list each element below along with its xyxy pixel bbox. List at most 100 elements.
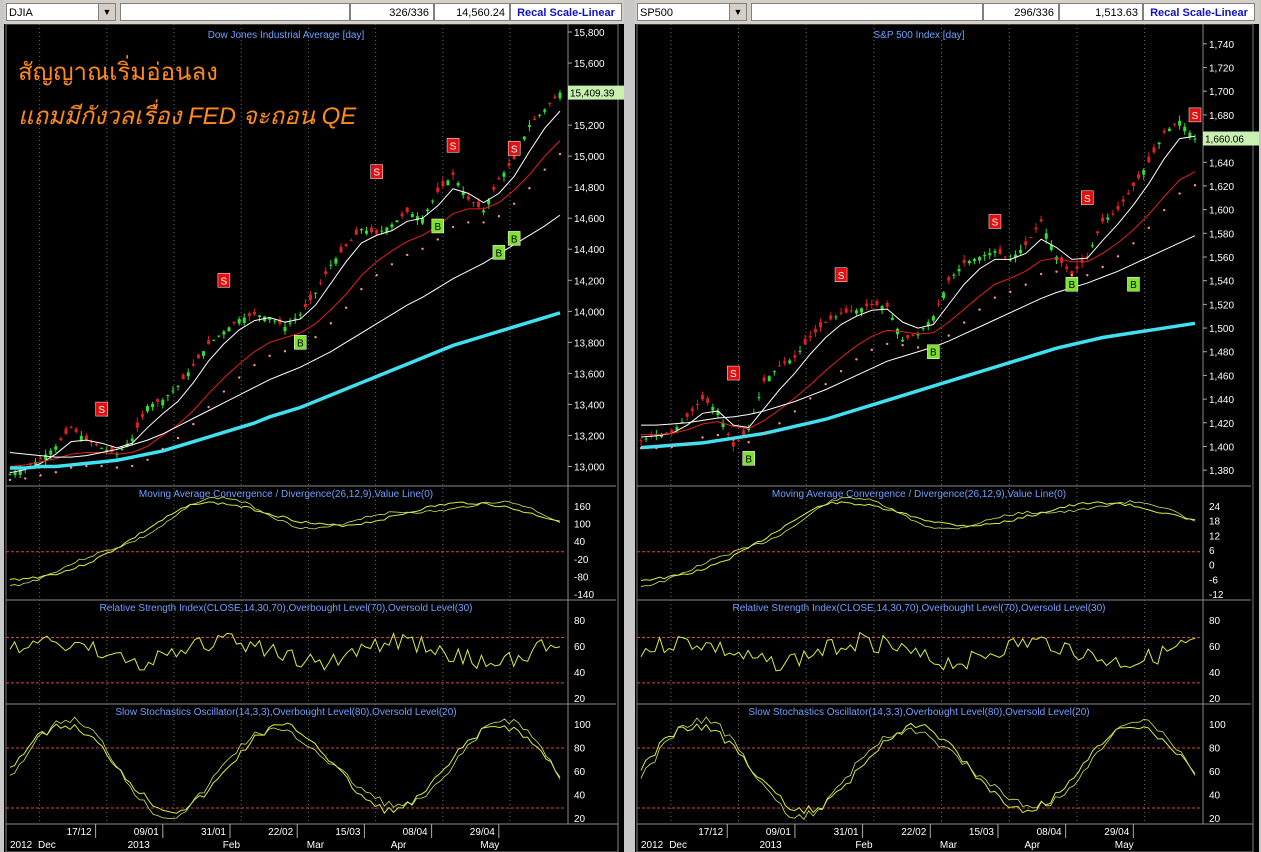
y-tick-label: 13,000 (574, 462, 605, 473)
sar-dot (283, 349, 287, 353)
rsi-title: Relative Strength Index(CLOSE,14,30,70),… (100, 603, 473, 614)
y-tick-label: 15,000 (574, 152, 605, 163)
y-tick-label: 13,200 (574, 431, 605, 442)
macd-tick-label: 160 (574, 502, 591, 513)
candle-body (522, 136, 526, 140)
candle-body (84, 435, 88, 441)
candle-body (947, 277, 951, 281)
sp500-recal-button[interactable]: Recal Scale-Linear (1143, 3, 1255, 21)
candle-body (415, 216, 419, 221)
candle-body (59, 438, 63, 441)
candle-body (191, 363, 195, 366)
sar-dot (962, 321, 966, 324)
sar-dot (716, 433, 720, 437)
candle-body (375, 230, 379, 234)
sar-dot (512, 202, 516, 205)
sell-signal (95, 401, 108, 417)
djia-recal-button[interactable]: Recal Scale-Linear (510, 3, 622, 21)
candle-body (736, 440, 740, 442)
candle-body (548, 103, 552, 105)
candle-body (74, 428, 78, 432)
sar-dot (161, 447, 164, 451)
candle-body (726, 433, 730, 435)
y-tick-label: 1,420 (1209, 419, 1234, 430)
candle-body (232, 321, 236, 324)
candle-body (1013, 254, 1017, 258)
candle-body (44, 454, 48, 460)
candle-body (227, 327, 231, 332)
candle-body (685, 413, 689, 417)
candle-body (49, 450, 53, 455)
x-month-label: Dec (38, 840, 56, 851)
sar-dot (253, 363, 256, 367)
sar-dot (451, 225, 455, 229)
y-tick-label: 14,000 (574, 307, 605, 318)
macd-title: Moving Average Convergence / Divergence(… (139, 489, 433, 500)
candle-body (706, 398, 710, 404)
candle-body (1121, 199, 1125, 202)
x-axis (5, 823, 619, 852)
sp500-symbol-select[interactable]: SP500 ▼ (637, 3, 747, 21)
y-tick-label: 13,800 (574, 338, 605, 349)
sar-dot (1101, 265, 1104, 269)
candle-body (69, 427, 73, 429)
sar-dot (69, 466, 73, 469)
sp500-counter: 296/336 (983, 3, 1059, 21)
candle-body (998, 248, 1002, 254)
candle-body (716, 410, 720, 416)
candle-body (324, 271, 328, 275)
macd-tick-label: -140 (574, 590, 594, 601)
candle-body (135, 422, 139, 428)
candle-body (202, 351, 206, 356)
candle-body (329, 264, 333, 266)
candle-body (140, 414, 144, 417)
y-tick-label: 1,400 (1209, 442, 1234, 453)
candle-body (767, 376, 771, 382)
chevron-down-icon[interactable]: ▼ (729, 4, 746, 20)
stoch-tick-label: 100 (1209, 720, 1226, 731)
candle-body (1188, 132, 1192, 138)
sell-signal-label: S (373, 168, 380, 179)
x-month-label: 2012 (641, 840, 664, 851)
sar-dot (993, 296, 997, 299)
candle-body (711, 407, 715, 411)
stoch-tick-label: 40 (574, 791, 586, 802)
x-month-label: Dec (669, 840, 687, 851)
candle-body (921, 328, 925, 330)
macd-tick-label: 24 (1209, 502, 1221, 513)
candle-body (1137, 174, 1141, 179)
candle-body (207, 340, 211, 344)
sar-dot (870, 348, 874, 352)
candle-body (166, 395, 170, 397)
sar-dot (314, 336, 317, 339)
stoch-signal-line (640, 716, 1196, 821)
candle-body (212, 339, 216, 341)
candle-body (497, 178, 501, 180)
x-date-label: 17/12 (698, 827, 723, 838)
candle-body (916, 333, 920, 336)
candle-body (466, 196, 470, 200)
sell-signal (217, 273, 231, 288)
candle-body (1147, 156, 1151, 163)
candle-body (512, 155, 516, 160)
y-tick-label: 14,200 (574, 276, 605, 287)
chevron-down-icon[interactable]: ▼ (98, 4, 115, 20)
candle-body (222, 331, 226, 335)
y-tick-label: 15,800 (574, 28, 605, 39)
x-date-label: 15/03 (335, 827, 360, 838)
candle-body (1126, 193, 1130, 195)
candle-body (1106, 217, 1110, 220)
sar-dot (732, 438, 735, 442)
candle-body (865, 303, 869, 307)
ma-slow-line (9, 214, 561, 458)
djia-counter: 326/336 (350, 3, 434, 21)
y-tick-label: 1,600 (1209, 206, 1234, 217)
candle-body (258, 315, 262, 318)
candle-body (1131, 182, 1135, 186)
djia-symbol-select[interactable]: DJIA ▼ (6, 3, 116, 21)
candle-body (983, 255, 987, 257)
candle-body (100, 447, 104, 449)
candle-body (431, 200, 435, 202)
candle-body (105, 449, 109, 451)
buy-signal (294, 335, 307, 350)
